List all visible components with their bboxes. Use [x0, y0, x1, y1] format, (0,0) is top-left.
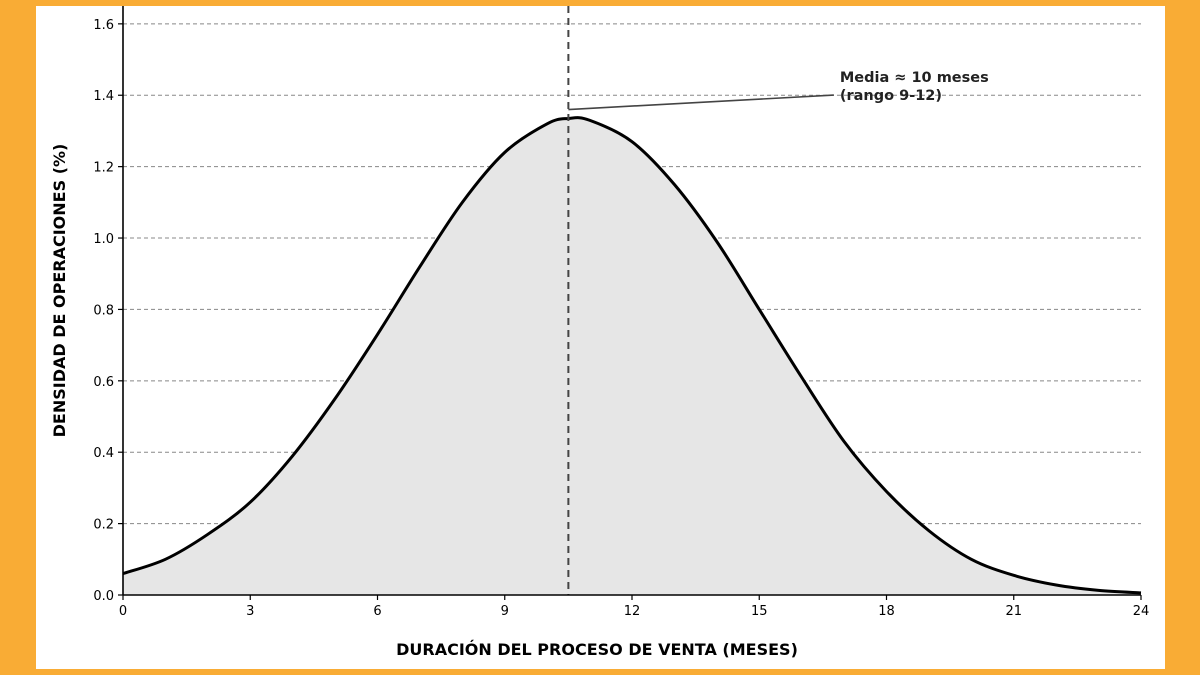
mean-annotation: Media ≈ 10 meses (rango 9-12) [840, 70, 994, 104]
x-axis-ticks: 0 3 6 9 12 15 18 21 24 [119, 595, 1149, 619]
density-chart: 0.0 0.2 0.4 0.6 0.8 1.0 1.2 1.4 1.6 0 3 6 9 12 15 18 21… [50, 6, 1149, 659]
grid-lines [123, 23, 1141, 525]
x-tick-label-4: 12 [624, 604, 641, 619]
x-tick-label-1: 3 [246, 604, 254, 619]
density-area-fill [123, 117, 1141, 595]
x-tick-label-0: 0 [119, 604, 127, 619]
x-tick-label-8: 24 [1133, 604, 1150, 619]
y-tick-label-7: 1.4 [93, 89, 114, 104]
x-tick-label-7: 21 [1005, 604, 1022, 619]
y-tick-label-6: 1.2 [93, 161, 114, 176]
x-tick-label-6: 18 [878, 604, 895, 619]
y-tick-label-0: 0.0 [93, 589, 114, 604]
x-tick-label-3: 9 [501, 604, 509, 619]
y-tick-label-3: 0.6 [93, 375, 114, 390]
y-tick-label-1: 0.2 [93, 518, 114, 533]
x-axis-title: DURACIÓN DEL PROCESO DE VENTA (MESES) [396, 640, 798, 659]
y-tick-label-8: 1.6 [93, 18, 114, 33]
density-curve [122, 116, 1142, 595]
mean-annotation-line-1: Media ≈ 10 meses [840, 70, 989, 86]
x-tick-label-2: 6 [373, 604, 381, 619]
y-tick-label-2: 0.4 [93, 446, 114, 461]
chart-panel: 0.0 0.2 0.4 0.6 0.8 1.0 1.2 1.4 1.6 0 3 6 9 12 15 18 21… [36, 6, 1165, 669]
mean-annotation-line-2: (rango 9-12) [840, 88, 942, 104]
annotation-leader-line [568, 94, 834, 111]
x-tick-label-5: 15 [751, 604, 768, 619]
y-tick-label-5: 1.0 [93, 232, 114, 247]
y-axis-title: DENSIDAD DE OPERACIONES (%) [50, 144, 69, 438]
y-tick-label-4: 0.8 [93, 303, 114, 318]
y-axis-ticks: 0.0 0.2 0.4 0.6 0.8 1.0 1.2 1.4 1.6 [93, 18, 123, 604]
